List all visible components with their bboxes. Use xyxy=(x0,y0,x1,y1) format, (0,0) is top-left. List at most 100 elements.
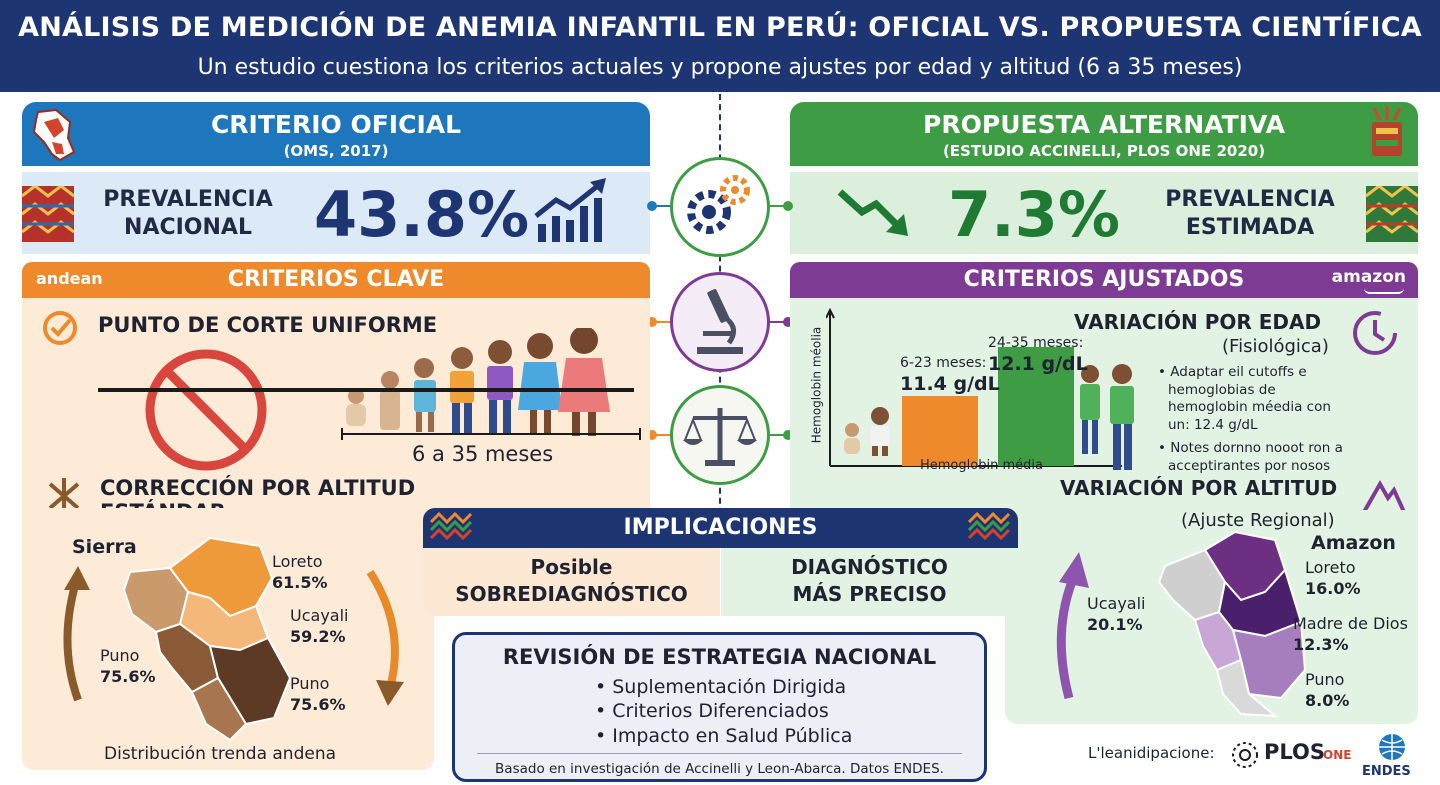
endes-globe-icon xyxy=(1379,734,1405,760)
strategy-item: • Impacto en Salud Pública xyxy=(595,724,853,747)
bar1-value: 11.4 g/dL xyxy=(900,373,1000,396)
implication-right-2: MÁS PRECISO xyxy=(792,582,947,606)
national-strategy-panel: REVISIÓN DE ESTRATEGIA NACIONAL • Suplem… xyxy=(452,632,987,782)
age-range-label: 6 a 35 meses xyxy=(412,442,554,466)
trend-up-icon xyxy=(534,178,606,242)
amazon-label: Amazon xyxy=(1311,532,1396,554)
plos-logo-text: PLOS xyxy=(1264,740,1326,764)
adjusted-criteria-panel: VARIACIÓN POR EDAD (Fisiológica) Hemoglo… xyxy=(790,298,1418,514)
peru-sierra-map xyxy=(122,536,292,742)
altitude-variation-title: VARIACIÓN POR ALTITUD xyxy=(1060,476,1338,500)
curved-arrow-up-icon xyxy=(63,566,90,702)
map-label-name: Puno xyxy=(290,674,330,693)
prohibited-icon xyxy=(145,349,267,471)
page-title: ANÁLISIS DE MEDICIÓN DE ANEMIA INFANTIL … xyxy=(18,12,1422,43)
microscope-circle xyxy=(670,272,770,372)
alternative-proposal-header: PROPUESTA ALTERNATIVA (ESTUDIO ACCINELLI… xyxy=(790,102,1418,166)
amazon-map-label-value: 20.1% xyxy=(1087,614,1143,634)
gears-circle xyxy=(670,157,770,257)
amazon-map-label-name: Madre de Dios xyxy=(1293,614,1408,633)
official-prevalence-label-2: NACIONAL xyxy=(124,214,252,240)
clock-icon xyxy=(1353,311,1397,355)
bullet-notes: Notes dornno nooot ron a acceptirantes p… xyxy=(1168,440,1343,474)
amazon-map-label-name: Loreto xyxy=(1305,558,1356,577)
page-subtitle: Un estudio cuestiona los criterios actua… xyxy=(197,55,1243,80)
age-hemoglobin-chart xyxy=(826,308,1122,467)
amazon-map-label-value: 16.0% xyxy=(1305,578,1361,598)
official-prevalence-label-1: PREVALENCIA xyxy=(103,187,273,212)
amazon-map-label-name: Ucayali xyxy=(1087,594,1146,613)
map-label-value: 75.6% xyxy=(100,666,156,686)
bullet-adaptar: Adaptar eil cutoffs e hemoglobias de hem… xyxy=(1168,364,1331,433)
bar2-value: 12.1 g/dL xyxy=(988,353,1088,376)
map-label-name: Loreto xyxy=(272,552,323,571)
alternative-prevalence-panel: 7.3% PREVALENCIA ESTIMADA xyxy=(790,172,1418,254)
official-prevalence-panel: PREVALENCIA NACIONAL 43.8% xyxy=(22,172,650,254)
andean-tag: andean xyxy=(36,269,103,288)
children-figures xyxy=(346,328,610,436)
footer-label: L'leanidipacione: xyxy=(1088,744,1215,762)
age-variation-subtitle: (Fisiológica) xyxy=(1222,336,1329,357)
adjusted-criteria-header: CRITERIOS AJUSTADOS amazon xyxy=(790,262,1418,298)
peru-map-icon xyxy=(32,108,76,162)
key-criteria-panel: PUNTO DE CORTE UNIFORME 6 a 35 meses COR… xyxy=(22,298,650,524)
official-prevalence-value: 43.8% xyxy=(314,178,530,251)
amazon-map-label-value: 8.0% xyxy=(1305,690,1350,710)
header-banner: ANÁLISIS DE MEDICIÓN DE ANEMIA INFANTIL … xyxy=(0,0,1440,92)
amazon-map-label-value: 12.3% xyxy=(1293,634,1349,654)
balance-scale-icon xyxy=(683,408,757,466)
alternative-title: PROPUESTA ALTERNATIVA xyxy=(923,110,1285,139)
chart-x-axis-label: Hemoglobin média xyxy=(920,458,1043,473)
sierra-label: Sierra xyxy=(72,536,137,558)
textile-accent-right xyxy=(967,512,1011,541)
map-label-name: Ucayali xyxy=(290,606,349,625)
altitude-map-panel: Sierra Loreto 61.5% Ucayali 59.2% Puno 7… xyxy=(22,508,434,770)
andean-textile-pattern-green xyxy=(1366,186,1418,242)
gears-icon xyxy=(687,175,750,234)
implication-right-1: DIAGNÓSTICO xyxy=(791,555,948,579)
map-label-value: 61.5% xyxy=(272,572,328,592)
andean-textile-pattern xyxy=(22,186,74,242)
chart-y-axis-label: Hemoglobin méolia xyxy=(809,326,824,444)
endes-logo-text: ENDES xyxy=(1362,764,1411,779)
official-subtitle: (OMS, 2017) xyxy=(283,142,389,160)
uniform-cut-point-label: PUNTO DE CORTE UNIFORME xyxy=(98,313,438,337)
implication-left-2: SOBREDIAGNÓSTICO xyxy=(455,582,688,606)
alternative-subtitle: (ESTUDIO ACCINELLI, PLOS ONE 2020) xyxy=(942,142,1266,160)
amazon-smile-icon xyxy=(1364,288,1404,294)
plos-one-text: ONE xyxy=(1323,748,1352,762)
bar1-label: 6-23 meses: xyxy=(900,355,987,371)
implications-panel: IMPLICACIONES Posible SOBREDIAGNÓSTICO D… xyxy=(423,508,1018,616)
scales-circle xyxy=(670,385,770,485)
plos-logo-icon xyxy=(1232,742,1258,768)
source-note: Basado en investigación de Accinelli y L… xyxy=(495,761,944,777)
chart-bar-24-35 xyxy=(998,347,1074,466)
alternative-prevalence-label-1: PREVALENCIA xyxy=(1165,187,1335,212)
map-label-name: Puno xyxy=(100,646,140,665)
implications-header: IMPLICACIONES xyxy=(423,508,1018,548)
implication-left-1: Posible xyxy=(530,555,613,579)
amazon-tag: amazon xyxy=(1331,267,1406,287)
alternative-prevalence-label-2: ESTIMADA xyxy=(1185,214,1315,240)
alternative-prevalence-value: 7.3% xyxy=(948,178,1120,251)
children-height-illustration xyxy=(98,328,641,471)
andean-hat-icon xyxy=(1372,106,1402,156)
key-criteria-header: andean CRITERIOS CLAVE xyxy=(22,262,650,298)
altitude-title-1: CORRECCIÓN POR ALTITUD xyxy=(100,476,416,500)
altitude-adjusted-map-panel: (Ajuste Regional) Amazon Ucayali 20.1% L… xyxy=(1005,510,1418,724)
child-figure-2 xyxy=(1110,364,1134,470)
strategy-item: • Criterios Diferenciados xyxy=(595,700,829,723)
child-figures xyxy=(1080,365,1100,454)
official-title: CRITERIO OFICIAL xyxy=(210,110,462,139)
map-label-value: 75.6% xyxy=(290,694,346,714)
regional-adjust-subtitle: (Ajuste Regional) xyxy=(1181,510,1335,531)
curved-arrow-up-purple-icon xyxy=(1056,552,1089,700)
curved-arrow-down-icon xyxy=(366,569,404,706)
strategy-divider xyxy=(477,753,962,754)
official-criteria-header: CRITERIO OFICIAL (OMS, 2017) xyxy=(22,102,650,166)
bar2-label: 24-35 meses: xyxy=(988,335,1084,351)
microscope-icon xyxy=(697,289,743,354)
key-criteria-title: CRITERIOS CLAVE xyxy=(227,267,445,292)
peru-amazon-map xyxy=(1157,530,1307,718)
chart-bar-6-23 xyxy=(902,396,978,466)
